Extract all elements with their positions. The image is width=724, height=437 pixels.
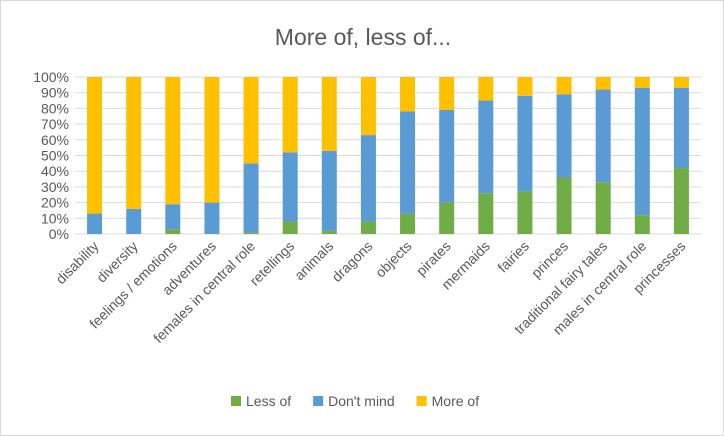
bar-more-of-14 — [634, 77, 650, 88]
legend-label: More of — [432, 393, 480, 409]
bar-don-t-mind-4 — [243, 163, 259, 233]
bar-don-t-mind-10 — [478, 100, 494, 194]
bar-don-t-mind-15 — [673, 87, 689, 169]
bar-more-of-5 — [282, 77, 298, 153]
y-axis-tick-labels: 0%10%20%30%40%50%60%70%80%90%100% — [33, 69, 69, 242]
bar-more-of-1 — [126, 77, 142, 209]
legend-swatch — [313, 396, 324, 406]
bar-less-of-15 — [673, 168, 689, 234]
y-tick-label: 70% — [41, 116, 69, 132]
bar-more-of-0 — [87, 77, 103, 214]
y-tick-label: 60% — [41, 132, 69, 148]
bar-don-t-mind-14 — [634, 87, 650, 216]
bar-more-of-10 — [478, 77, 494, 101]
bar-less-of-2 — [165, 229, 181, 234]
bar-less-of-8 — [400, 213, 416, 234]
bar-don-t-mind-9 — [439, 109, 455, 203]
legend-label: Less of — [246, 393, 291, 409]
x-tick-label: objects — [372, 238, 415, 281]
y-tick-label: 100% — [33, 69, 69, 85]
y-tick-label: 20% — [41, 195, 69, 211]
bar-don-t-mind-0 — [87, 213, 103, 234]
bar-less-of-7 — [360, 221, 376, 234]
bar-don-t-mind-3 — [204, 202, 220, 234]
bar-less-of-9 — [439, 202, 455, 234]
bar-don-t-mind-12 — [556, 94, 572, 178]
bar-more-of-4 — [243, 77, 259, 164]
chart-title: More of, less of... — [275, 24, 451, 50]
y-tick-label: 50% — [41, 148, 69, 164]
bar-less-of-4 — [243, 232, 259, 234]
y-tick-label: 30% — [41, 179, 69, 195]
bar-don-t-mind-1 — [126, 208, 142, 234]
bar-more-of-11 — [517, 77, 533, 96]
y-tick-label: 40% — [41, 163, 69, 179]
y-tick-label: 0% — [49, 226, 69, 242]
bar-less-of-14 — [634, 215, 650, 234]
bar-more-of-12 — [556, 77, 572, 95]
bar-don-t-mind-11 — [517, 95, 533, 192]
x-tick-label: dragons — [328, 238, 375, 285]
y-tick-label: 90% — [41, 85, 69, 101]
y-tick-label: 10% — [41, 210, 69, 226]
bar-less-of-6 — [321, 230, 337, 234]
bar-don-t-mind-6 — [321, 150, 337, 231]
bar-more-of-8 — [400, 77, 416, 112]
bar-less-of-10 — [478, 193, 494, 234]
bar-more-of-3 — [204, 77, 220, 203]
x-tick-label: animals — [291, 238, 336, 283]
bars — [87, 77, 689, 234]
bar-more-of-13 — [595, 77, 611, 90]
legend-swatch — [231, 396, 241, 406]
x-tick-label: disability — [52, 238, 101, 287]
bar-don-t-mind-13 — [595, 89, 611, 183]
bar-more-of-9 — [439, 77, 455, 110]
bar-more-of-7 — [360, 77, 376, 136]
bar-less-of-5 — [282, 221, 298, 234]
bar-more-of-15 — [673, 77, 689, 88]
bar-don-t-mind-7 — [360, 135, 376, 222]
bar-more-of-6 — [321, 77, 337, 151]
legend-swatch — [416, 396, 427, 406]
bar-more-of-2 — [165, 77, 181, 205]
y-tick-label: 80% — [41, 100, 69, 116]
bar-don-t-mind-8 — [400, 111, 416, 214]
x-tick-label: fairies — [494, 238, 532, 276]
legend-label: Don't mind — [328, 393, 394, 409]
bar-less-of-12 — [556, 177, 572, 234]
bar-don-t-mind-5 — [282, 152, 298, 222]
bar-less-of-13 — [595, 182, 611, 234]
bar-less-of-11 — [517, 191, 533, 234]
legend: Less of Don't mind More of — [231, 393, 479, 409]
bar-don-t-mind-2 — [165, 204, 181, 230]
